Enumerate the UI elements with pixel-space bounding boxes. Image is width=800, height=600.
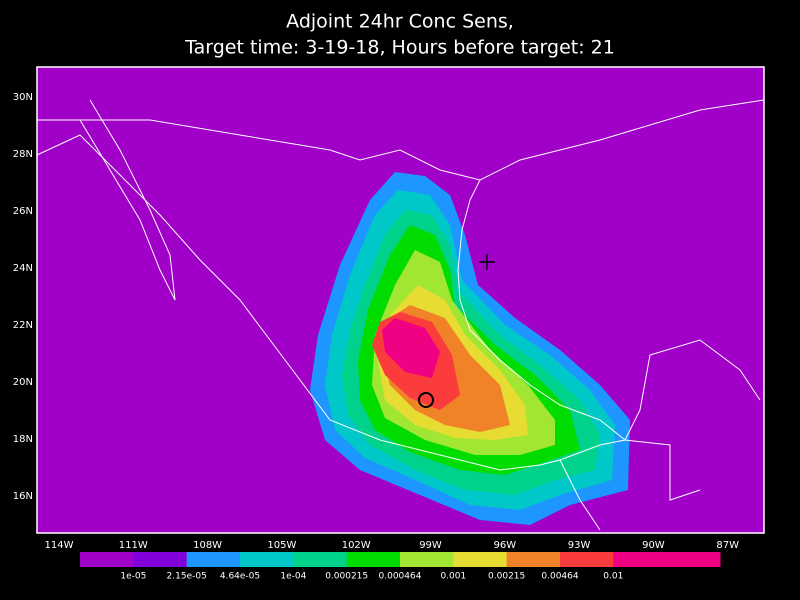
colorbar-label: 0.000464 [379, 572, 422, 582]
map-frame [36, 66, 765, 534]
lat-label: 20N [13, 377, 33, 388]
colorbar-swatch [613, 552, 668, 567]
colorbar-label: 0.001 [440, 572, 466, 582]
colorbar-swatch [666, 552, 721, 567]
lat-label: 18N [13, 434, 33, 445]
title-line: Target time: 3-19-18, Hours before targe… [184, 37, 615, 59]
lon-label: 87W [716, 540, 739, 551]
lat-label: 30N [13, 92, 33, 103]
lat-label: 22N [13, 320, 33, 331]
lon-label: 105W [267, 540, 296, 551]
border [624, 439, 701, 501]
border [559, 459, 601, 531]
contour [382, 318, 440, 378]
colorbar-swatch [453, 552, 508, 567]
colorbar-swatch [560, 552, 614, 567]
lon-label: 114W [45, 540, 74, 551]
lon-label: 102W [342, 540, 371, 551]
colorbar-label: 1e-04 [280, 572, 306, 582]
lon-label: 111W [119, 540, 148, 551]
frame-border [36, 66, 765, 534]
colorbar-swatch [400, 552, 454, 567]
coastline [36, 134, 761, 471]
lon-label: 93W [568, 540, 591, 551]
colorbar-label: 2.15e-05 [167, 572, 207, 582]
colorbar-swatch [240, 552, 294, 567]
target-cross [479, 254, 495, 270]
colorbar-label: 0.000215 [325, 572, 368, 582]
lat-label: 26N [13, 206, 33, 217]
colorbar-label: 0.00464 [541, 572, 578, 582]
border [37, 99, 765, 181]
lat-label: 16N [13, 491, 33, 502]
lon-label: 90W [642, 540, 665, 551]
colorbar-label: 0.00215 [488, 572, 525, 582]
lon-label: 99W [419, 540, 442, 551]
colorbar-swatch [506, 552, 561, 567]
coastline [79, 99, 176, 301]
source-circle [418, 392, 434, 408]
lon-label: 96W [493, 540, 516, 551]
colorbar-swatch [346, 552, 401, 567]
colorbar-swatch [80, 552, 134, 567]
colorbar-label: 1e-05 [120, 572, 146, 582]
colorbar-swatch [186, 552, 241, 567]
colorbar-swatch [293, 552, 348, 567]
colorbar-swatch [133, 552, 188, 567]
lat-label: 28N [13, 149, 33, 160]
title-line: Adjoint 24hr Conc Sens, [286, 11, 514, 33]
colorbar-label: 4.64e-05 [220, 572, 260, 582]
lon-label: 108W [193, 540, 222, 551]
colorbar-label: 0.01 [603, 572, 623, 582]
lat-label: 24N [13, 263, 33, 274]
coastline [457, 179, 626, 441]
